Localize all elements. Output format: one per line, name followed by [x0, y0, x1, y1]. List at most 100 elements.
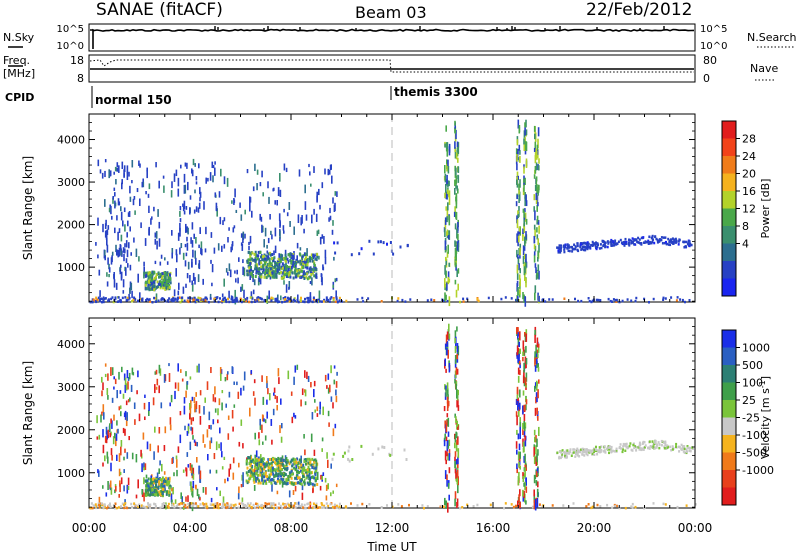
data-cell — [101, 300, 103, 304]
data-cell — [151, 301, 154, 304]
data-cell — [209, 297, 212, 300]
data-cell — [263, 275, 266, 279]
data-cell — [168, 486, 171, 490]
data-cell — [145, 490, 148, 494]
data-cell — [328, 422, 330, 427]
data-cell — [332, 284, 334, 289]
data-cell — [256, 263, 258, 267]
data-cell — [515, 148, 518, 155]
data-cell — [583, 241, 586, 245]
data-cell — [664, 444, 667, 447]
data-cell — [233, 404, 236, 408]
data-cell — [248, 245, 250, 251]
data-cell — [148, 484, 151, 488]
data-cell — [190, 417, 193, 425]
data-cell — [344, 505, 347, 508]
data-cell — [125, 299, 128, 302]
data-cell — [281, 271, 284, 275]
data-cell — [153, 284, 156, 288]
data-cell — [143, 492, 145, 502]
data-cell — [185, 223, 187, 233]
data-cell — [238, 257, 240, 262]
data-cell — [279, 189, 282, 197]
data-cell — [615, 449, 618, 452]
data-cell — [260, 261, 263, 265]
data-cell — [252, 469, 255, 473]
data-cell — [280, 295, 282, 301]
data-cell — [242, 478, 244, 487]
data-cell — [445, 294, 447, 300]
data-cell — [271, 460, 274, 464]
data-cell — [558, 455, 561, 459]
data-cell — [295, 273, 298, 277]
data-cell — [266, 376, 268, 384]
data-cell — [147, 504, 150, 507]
data-cell — [248, 241, 250, 246]
data-cell — [186, 162, 188, 169]
data-cell — [203, 406, 205, 415]
data-cell — [523, 421, 525, 429]
data-cell — [652, 238, 654, 241]
data-cell — [448, 363, 451, 373]
data-cell — [148, 402, 150, 411]
data-cell — [598, 247, 601, 250]
data-cell — [456, 228, 458, 239]
data-cell — [184, 503, 187, 507]
data-cell — [252, 391, 255, 396]
data-cell — [613, 241, 616, 244]
data-cell — [224, 503, 227, 506]
data-cell — [267, 267, 270, 271]
data-cell — [248, 258, 251, 262]
data-cell — [681, 298, 684, 302]
colorbar-swatch — [722, 261, 736, 279]
data-cell — [330, 296, 333, 299]
data-cell — [302, 262, 305, 266]
data-cell — [158, 364, 161, 374]
data-cell — [477, 299, 480, 303]
data-cell — [107, 395, 109, 400]
data-cell — [308, 477, 311, 481]
data-cell — [191, 282, 194, 292]
data-cell — [150, 218, 152, 225]
data-cell — [194, 163, 196, 167]
data-cell — [447, 417, 450, 427]
data-cell — [381, 445, 384, 449]
data-cell — [264, 435, 267, 441]
data-cell — [282, 502, 285, 506]
data-cell — [159, 368, 162, 376]
data-cell — [320, 300, 323, 303]
data-cell — [278, 253, 280, 258]
data-cell — [311, 465, 314, 469]
data-cell — [328, 217, 330, 222]
data-cell — [648, 235, 651, 239]
data-cell — [518, 189, 520, 195]
data-cell — [304, 370, 306, 378]
data-cell — [445, 436, 448, 442]
data-cell — [126, 171, 129, 181]
data-cell — [580, 299, 583, 303]
data-cell — [143, 462, 145, 469]
data-cell — [153, 502, 156, 506]
data-cell — [98, 470, 100, 477]
data-cell — [446, 251, 449, 258]
data-cell — [651, 235, 654, 239]
data-cell — [455, 432, 458, 438]
data-cell — [185, 496, 187, 502]
data-cell — [444, 278, 446, 288]
ytick-label: 2000 — [57, 219, 85, 232]
data-cell — [114, 489, 116, 494]
data-cell — [300, 296, 302, 300]
data-cell — [327, 459, 329, 468]
data-cell — [302, 480, 305, 484]
data-cell — [571, 247, 574, 250]
colorbar-swatch — [722, 278, 736, 297]
data-cell — [533, 125, 536, 132]
data-cell — [152, 280, 155, 284]
data-cell — [307, 474, 310, 478]
data-cell — [515, 298, 517, 302]
data-cell — [272, 458, 275, 462]
data-cell — [135, 494, 138, 499]
data-cell — [244, 298, 247, 301]
data-cell — [251, 297, 254, 300]
data-cell — [116, 167, 118, 172]
